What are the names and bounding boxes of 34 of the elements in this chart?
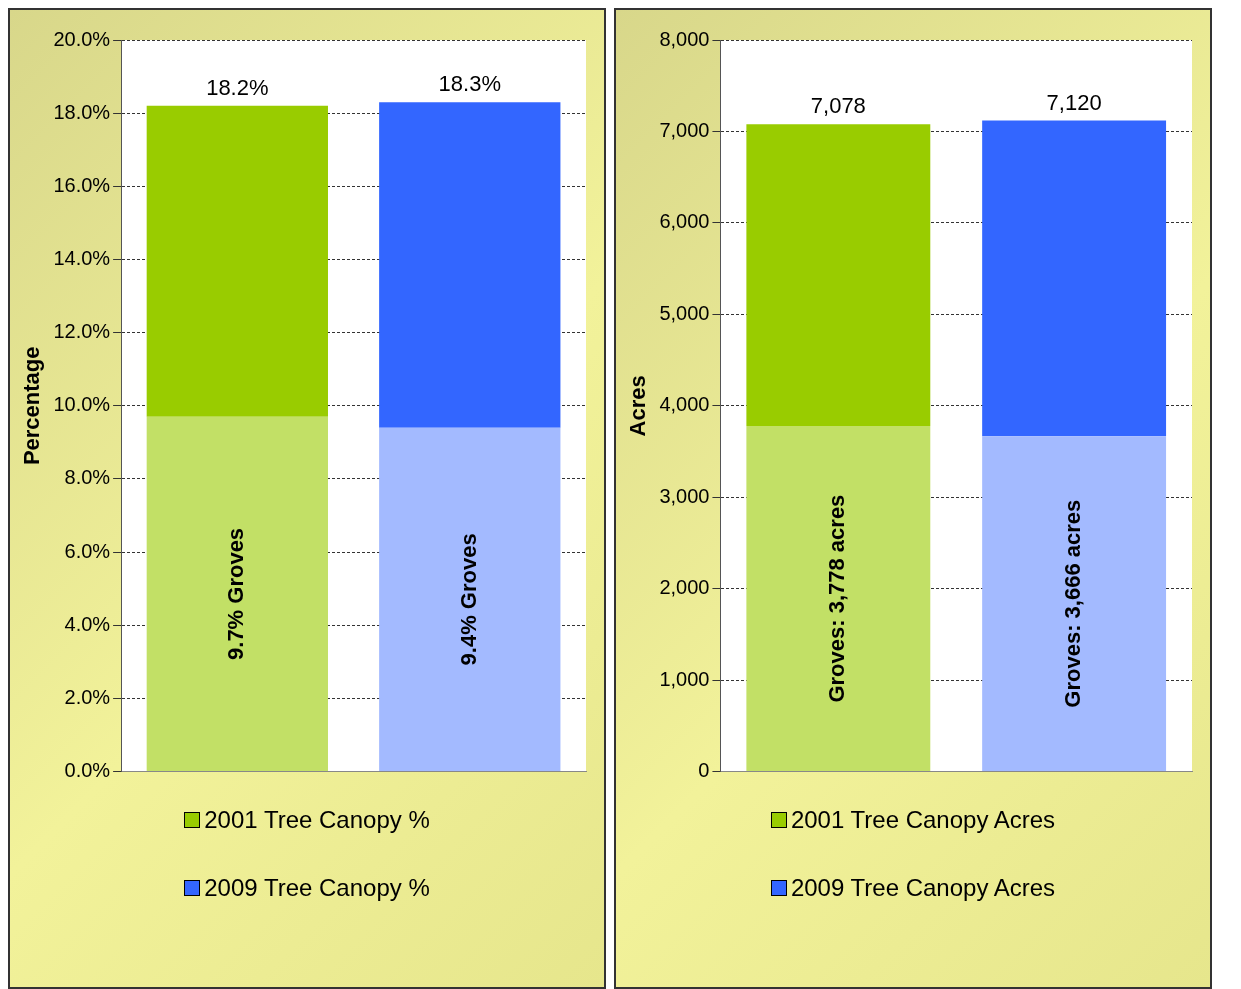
y-tick-label: 8,000 (659, 27, 710, 50)
y-tick-label: 7,000 (659, 118, 710, 141)
data-label: 9.7% Groves (223, 527, 249, 660)
data-label: Groves: 3,778 acres (824, 494, 850, 703)
y-axis-title: Acres (625, 375, 651, 437)
total-label: 7,120 (1046, 89, 1102, 115)
y-tick-label: 8.0% (64, 466, 111, 489)
data-label: Groves: 3,666 acres (1060, 499, 1086, 708)
y-tick-label: 1,000 (659, 667, 710, 690)
y-tick-label: 6.0% (64, 539, 111, 562)
y-tick-label: 4.0% (64, 612, 111, 635)
y-tick-label: 14.0% (53, 247, 111, 269)
legend-label: 2009 Tree Canopy % (204, 874, 430, 902)
y-tick-label: 0 (698, 759, 710, 782)
y-tick-label: 4,000 (659, 393, 710, 416)
y-tick-label: 6,000 (659, 210, 710, 233)
y-tick-label: 20.0% (53, 27, 111, 50)
y-tick-label: 2.0% (64, 685, 111, 708)
legend-label: 2001 Tree Canopy % (204, 806, 430, 834)
legend-label: 2001 Tree Canopy Acres (790, 806, 1056, 834)
total-label: 7,078 (810, 93, 866, 119)
y-tick-label: 18.0% (53, 100, 111, 123)
y-tick-label: 10.0% (53, 393, 111, 416)
y-tick-label: 3,000 (659, 484, 710, 507)
y-tick-label: 16.0% (53, 173, 111, 196)
y-tick-label: 12.0% (53, 320, 111, 343)
y-tick-label: 5,000 (659, 301, 710, 324)
y-axis-title: Percentage (19, 346, 45, 466)
y-tick-label: 0.0% (64, 759, 111, 782)
total-label: 18.3% (438, 71, 501, 97)
data-label: 9.4% Groves (455, 533, 481, 666)
legend-label: 2009 Tree Canopy Acres (790, 874, 1056, 902)
y-tick-label: 2,000 (659, 576, 710, 599)
total-label: 18.2% (206, 74, 269, 100)
